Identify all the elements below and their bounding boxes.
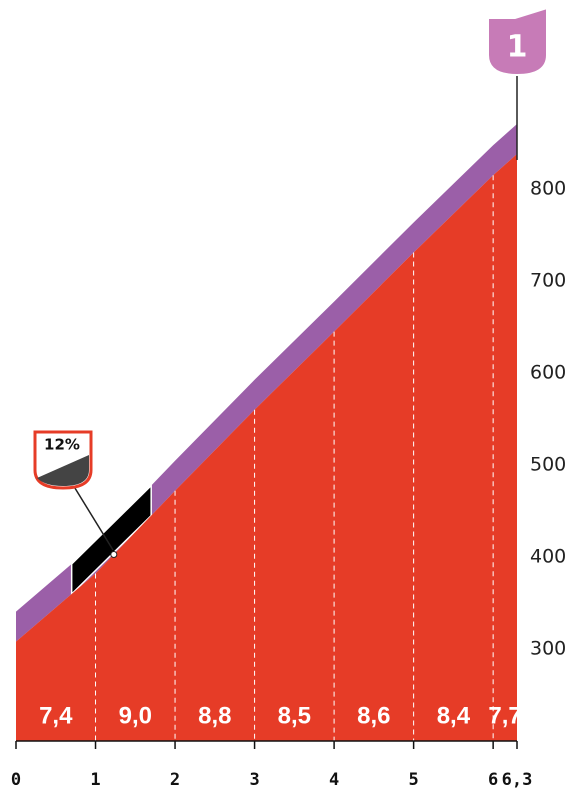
- climb-flag: [487, 6, 548, 77]
- gradient-label: 9,0: [119, 702, 152, 729]
- callout-point: [110, 551, 118, 559]
- gradient-label: 7,7: [488, 702, 521, 729]
- x-tick-label: 5: [408, 770, 418, 790]
- x-tick-label: 1: [90, 770, 100, 790]
- y-tick-label: 300: [530, 638, 566, 660]
- x-tick-label: 2: [170, 770, 180, 790]
- climb-number: 1: [507, 30, 528, 65]
- gradient-label: 8,8: [198, 702, 231, 729]
- gradient-label: 8,6: [357, 702, 390, 729]
- callout-label: 12%: [44, 436, 80, 454]
- x-tick-label: 0: [11, 770, 21, 790]
- steepest-callout: 12%: [33, 430, 114, 551]
- gradient-label: 8,5: [278, 702, 311, 729]
- gradient-label: 8,4: [437, 702, 471, 729]
- steepest-section: [70, 483, 152, 596]
- callout-line: [69, 479, 114, 551]
- x-tick-label: 4: [329, 770, 339, 790]
- y-tick-label: 600: [530, 362, 566, 384]
- profile-area: [16, 154, 517, 742]
- y-tick-label: 400: [530, 546, 566, 568]
- x-tick-label: 3: [249, 770, 259, 790]
- x-tick-label: 6: [488, 770, 498, 790]
- gradient-label: 7,4: [39, 702, 73, 729]
- plot: 7,4 9,0 8,8 8,5 8,6 8,4 7,7 0 1 2 3 4 5 6 6,3 300 400 500…: [11, 124, 566, 790]
- y-tick-label: 800: [530, 178, 566, 200]
- y-tick-label: 700: [530, 270, 566, 292]
- callout-slope: [37, 455, 89, 486]
- y-tick-label: 500: [530, 454, 566, 476]
- x-tick-label: 6,3: [502, 770, 533, 790]
